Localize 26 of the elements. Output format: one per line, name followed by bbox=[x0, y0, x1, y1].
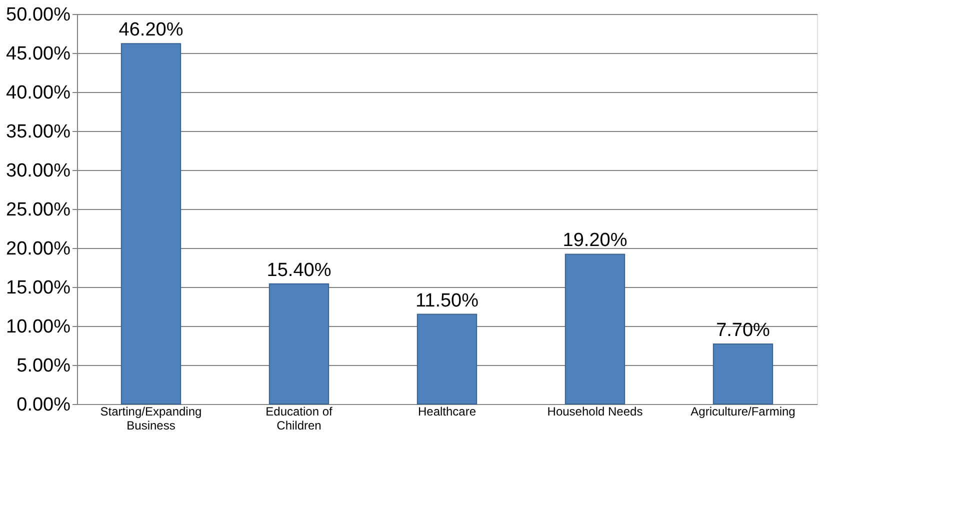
x-tick-label: Agriculture/Farming bbox=[690, 404, 796, 418]
y-tick-label: 35.00% bbox=[6, 122, 71, 142]
data-label: 11.50% bbox=[415, 290, 479, 312]
y-tick-label: 10.00% bbox=[6, 316, 71, 338]
data-label: 15.40% bbox=[266, 260, 332, 281]
bar bbox=[268, 283, 330, 404]
bar bbox=[712, 343, 774, 404]
y-tick-label: 40.00% bbox=[6, 82, 71, 104]
y-tick-label: 20.00% bbox=[6, 238, 71, 260]
y-tick-label: 30.00% bbox=[6, 160, 71, 182]
x-tick-label: Education of Children bbox=[266, 404, 334, 432]
x-tick-label: Healthcare bbox=[418, 404, 476, 418]
data-label: 19.20% bbox=[562, 230, 628, 252]
bar bbox=[564, 254, 626, 404]
bar bbox=[416, 314, 478, 404]
x-tick-label: Household Needs bbox=[547, 404, 643, 418]
data-label: 46.20% bbox=[118, 20, 184, 41]
y-tick-label: 5.00% bbox=[16, 356, 71, 376]
bar bbox=[120, 43, 182, 404]
x-tick-label: Starting/Expanding Business bbox=[100, 404, 202, 432]
y-tick-label: 50.00% bbox=[6, 4, 71, 26]
y-tick-label: 25.00% bbox=[6, 200, 71, 220]
data-label: 7.70% bbox=[716, 320, 770, 341]
y-tick-label: 0.00% bbox=[16, 394, 71, 416]
y-tick-label: 15.00% bbox=[6, 278, 71, 298]
y-tick-label: 45.00% bbox=[6, 44, 71, 64]
